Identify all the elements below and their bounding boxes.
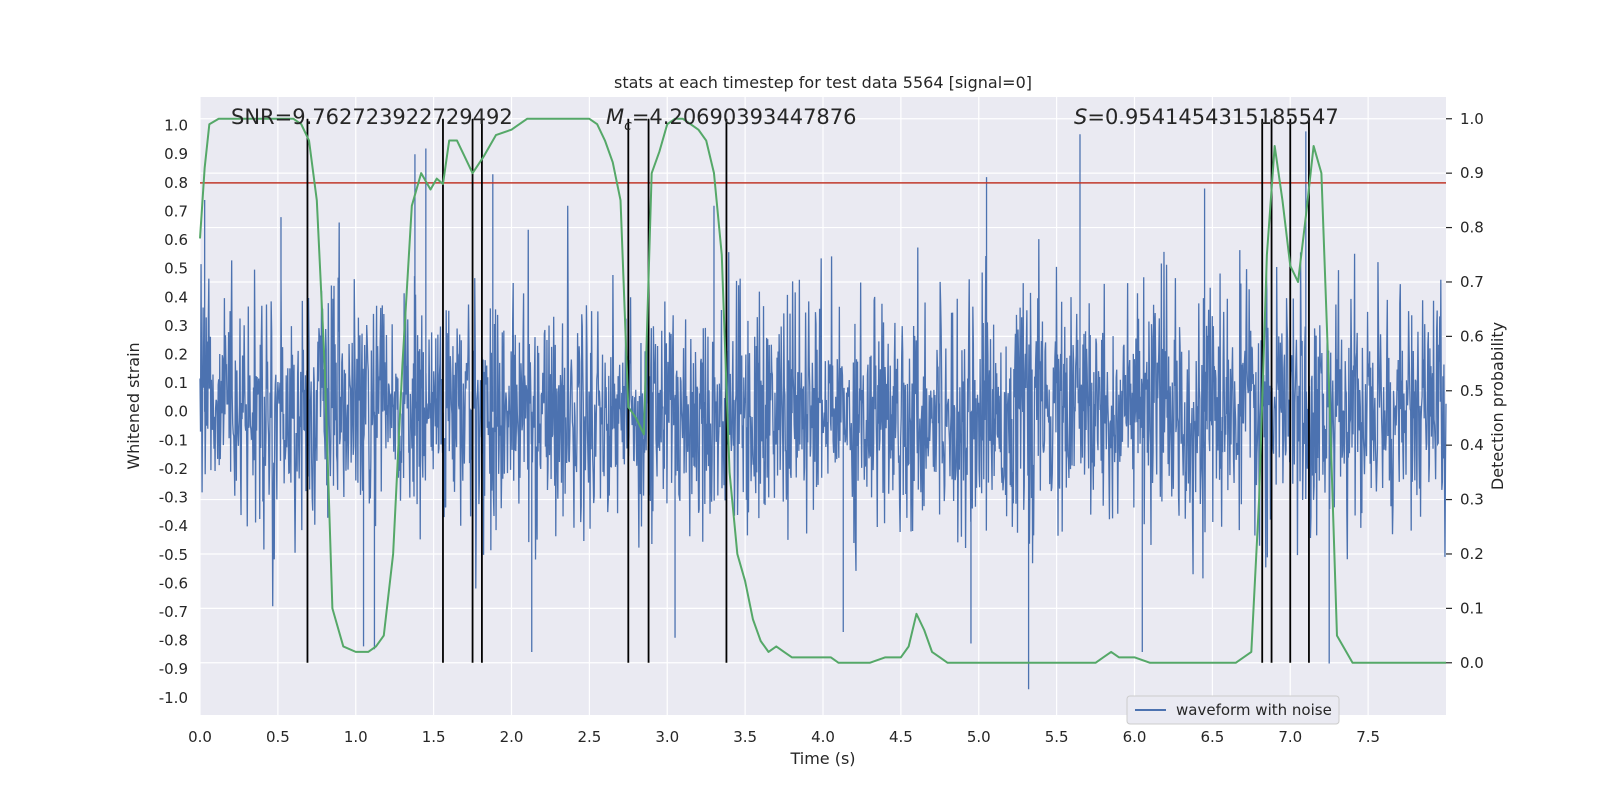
y-tick-label-left: 0.7 [164, 202, 188, 220]
legend-label-waveform: waveform with noise [1176, 701, 1332, 719]
y-tick-label-right: 0.5 [1460, 382, 1484, 400]
x-tick-labels: 0.0 0.5 1.0 1.5 2.0 2.5 3.0 3.5 4.0 4.5 5.0 5.5 6.0 6… [188, 728, 1380, 746]
x-tick-label: 1.0 [344, 728, 368, 746]
mc-annotation: Mc=4.20690393447876 [606, 105, 857, 134]
y-tick-label-left: 0.0 [164, 403, 188, 421]
snr-annotation: SNR=9.762723922729492 [231, 105, 513, 129]
y-tick-label-right: 0.1 [1460, 599, 1484, 617]
s-annotation: S=0.9541454315185547 [1074, 105, 1339, 129]
x-tick-label: 3.5 [733, 728, 757, 746]
y-tick-label-right: 0.7 [1460, 273, 1484, 291]
legend: waveform with noise [1126, 695, 1340, 725]
x-tick-label: 7.0 [1278, 728, 1302, 746]
probability-line [199, 117, 1446, 664]
y-tick-label-left: -0.4 [159, 517, 188, 535]
y-tick-label-left: -0.6 [159, 574, 188, 592]
x-tick-label: 0.0 [188, 728, 212, 746]
waveform-layer [199, 131, 1447, 690]
y-tick-label-right: 0.8 [1460, 219, 1484, 237]
waveform-line [199, 131, 1447, 690]
x-axis-label: Time (s) [789, 749, 855, 768]
s-symbol: S [1074, 105, 1087, 129]
y-tick-label-left: 0.4 [164, 288, 188, 306]
s-value: =0.9541454315185547 [1087, 105, 1338, 129]
y-tick-label-right: 0.9 [1460, 164, 1484, 182]
y-tick-label-left: 1.0 [164, 117, 188, 135]
y-tick-label-right: 0.6 [1460, 327, 1484, 345]
y-axis-label-right: Detection probability [1488, 322, 1507, 490]
y-tick-label-left: -0.9 [159, 660, 188, 678]
y-tick-label-left: -0.8 [159, 632, 188, 650]
x-tick-label: 2.0 [500, 728, 524, 746]
x-tick-label: 5.5 [1045, 728, 1069, 746]
x-tick-label: 0.5 [266, 728, 290, 746]
x-tick-label: 4.0 [811, 728, 835, 746]
y-tick-label-right: 1.0 [1460, 110, 1484, 128]
y-tick-label-left: -0.7 [159, 603, 188, 621]
y-tick-label-left: 0.1 [164, 374, 188, 392]
x-tick-label: 6.5 [1200, 728, 1224, 746]
y-tick-labels-right: 1.0 0.9 0.8 0.7 0.6 0.5 0.4 0.3 0.2 0.1 0.0 [1446, 110, 1484, 672]
x-tick-label: 5.0 [967, 728, 991, 746]
chart-title: stats at each timestep for test data 556… [614, 73, 1032, 92]
y-tick-label-left: 0.5 [164, 260, 188, 278]
x-tick-label: 1.5 [422, 728, 446, 746]
y-tick-label-right: 0.2 [1460, 545, 1484, 563]
y-tick-label-left: -1.0 [159, 689, 188, 707]
y-tick-label-left: 0.3 [164, 317, 188, 335]
mc-symbol: M [606, 105, 624, 129]
x-tick-label: 4.5 [889, 728, 913, 746]
legend-box [1126, 695, 1340, 725]
y-tick-label-right: 0.3 [1460, 491, 1484, 509]
y-tick-label-left: -0.3 [159, 489, 188, 507]
y-tick-label-left: 0.6 [164, 231, 188, 249]
y-tick-label-left: 0.8 [164, 174, 188, 192]
y-tick-label-left: 0.9 [164, 145, 188, 163]
y-tick-label-left: -0.2 [159, 460, 188, 478]
y-tick-label-right: 0.0 [1460, 654, 1484, 672]
y-axis-label-left: Whitened strain [124, 342, 143, 469]
x-tick-label: 3.0 [655, 728, 679, 746]
probability-layer [199, 117, 1446, 664]
y-tick-label-left: -0.1 [159, 431, 188, 449]
y-tick-label-left: 0.2 [164, 346, 188, 364]
y-tick-labels-left: 1.0 0.9 0.8 0.7 0.6 0.5 0.4 0.3 0.2 0.1 0.0 -0.1 -0.… [159, 117, 188, 707]
x-tick-label: 2.5 [577, 728, 601, 746]
mc-value: =4.20690393447876 [632, 105, 857, 129]
y-tick-label-left: -0.5 [159, 546, 188, 564]
y-tick-label-right: 0.4 [1460, 436, 1484, 454]
x-tick-label: 7.5 [1356, 728, 1380, 746]
vertical-markers-layer [306, 118, 1310, 663]
mc-subscript: c [624, 118, 632, 134]
x-tick-label: 6.0 [1123, 728, 1147, 746]
